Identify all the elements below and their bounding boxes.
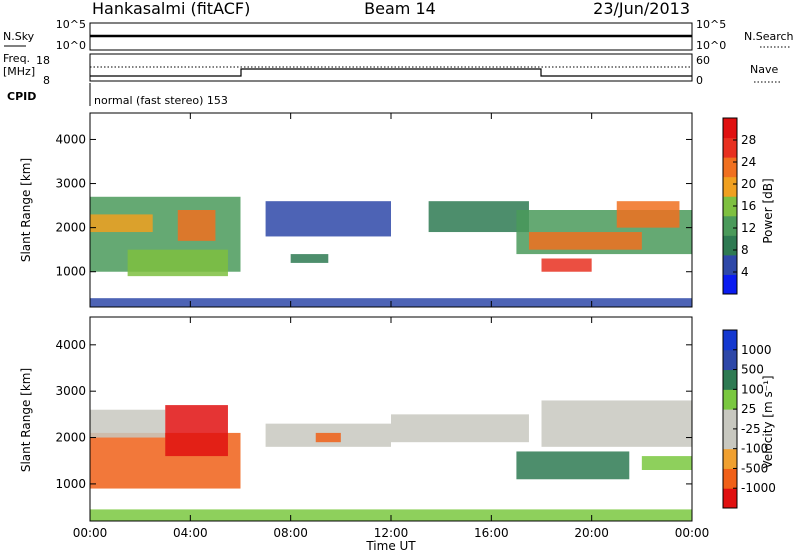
nsearch-tick-top: 10^5 [696, 18, 726, 31]
velocity-colorbar-tick-label-3: 25 [741, 402, 756, 416]
power-region-6 [428, 201, 529, 233]
velocity-colorbar-tick-label-2: 100 [741, 382, 764, 396]
velocity-colorbar-band-6 [723, 369, 737, 390]
power-colorbar-tick-label-1: 8 [741, 243, 749, 257]
velocity-heatmap [90, 400, 692, 521]
date-title: 23/Jun/2013 [593, 0, 690, 18]
velocity-colorbar-band-8 [723, 330, 737, 351]
xtick-label-1: 04:00 [173, 526, 208, 540]
nsky-tick-bottom: 10^0 [56, 39, 86, 52]
power-colorbar: 4 8 12 16 20 24 28 [722, 117, 756, 295]
xtick-label-4: 16:00 [474, 526, 509, 540]
xtick-label-0: 00:00 [73, 526, 108, 540]
velocity-region-4 [315, 432, 341, 443]
power-colorbar-tick-label-0: 4 [741, 265, 749, 279]
power-ytick-label-3: 4000 [55, 132, 86, 146]
freq-label-2: [MHz] [3, 65, 35, 78]
power-y-axis: 1000 2000 3000 4000 [55, 132, 692, 279]
power-colorbar-tick-label-5: 24 [741, 155, 756, 169]
power-colorbar-label: Power [dB] [761, 178, 775, 243]
power-region-9 [541, 258, 592, 272]
cpid-text: normal (fast stereo) 153 [94, 94, 228, 107]
xtick-label-6: 00:00 [675, 526, 710, 540]
velocity-colorbar-frame [722, 329, 738, 509]
power-ytick-label-1: 2000 [55, 221, 86, 235]
velocity-colorbar-band-3 [723, 428, 737, 450]
velocity-region-8 [641, 456, 692, 470]
freq-tick-bottom: 8 [43, 74, 50, 87]
velocity-colorbar-tick-label-6: -500 [741, 461, 768, 475]
freq-tick-top: 18 [36, 54, 50, 67]
freq-trace [90, 68, 692, 77]
x-axis-label: Time UT [365, 539, 416, 553]
velocity-colorbar-band-1 [723, 468, 737, 489]
power-region-10 [616, 201, 680, 228]
power-region-1 [90, 214, 153, 233]
velocity-region-2 [165, 405, 228, 457]
nsearch-label: N.Search [744, 30, 794, 43]
power-colorbar-band-3 [723, 215, 737, 236]
velocity-colorbar-tick-label-1: 500 [741, 363, 764, 377]
station-title: Hankasalmi (fitACF) [92, 0, 250, 18]
xtick-label-3: 12:00 [374, 526, 409, 540]
power-colorbar-band-4 [723, 196, 737, 217]
velocity-region-6 [516, 451, 630, 480]
velocity-colorbar-tick-label-7: -1000 [741, 481, 776, 495]
power-region-5 [290, 254, 329, 263]
nsky-tick-top: 10^5 [56, 18, 86, 31]
power-colorbar-band-2 [723, 235, 737, 256]
velocity-ytick-label-3: 4000 [55, 338, 86, 352]
beam-title: Beam 14 [364, 0, 436, 18]
velocity-colorbar-tick-label-5: -100 [741, 442, 768, 456]
xtick-label-2: 08:00 [273, 526, 308, 540]
velocity-region-7 [541, 400, 692, 447]
velocity-colorbar-band-2 [723, 448, 737, 469]
velocity-ylabel: Slant Range [km] [19, 368, 33, 472]
nave-label: Nave [750, 63, 778, 76]
velocity-colorbar-band-0 [723, 488, 737, 509]
freq-label-1: Freq. [3, 52, 30, 65]
power-colorbar-tick-label-6: 28 [741, 133, 756, 147]
power-region-8 [528, 232, 642, 250]
nsearch-tick-bottom: 10^0 [696, 39, 726, 52]
power-region-3 [127, 249, 228, 277]
power-colorbar-band-0 [723, 274, 737, 295]
nave-tick-bottom: 0 [696, 74, 703, 87]
velocity-ytick-label-1: 2000 [55, 431, 86, 445]
power-colorbar-tick-label-2: 12 [741, 221, 756, 235]
power-ytick-label-2: 3000 [55, 177, 86, 191]
velocity-colorbar-tick-label-4: -25 [741, 422, 761, 436]
power-ylabel: Slant Range [km] [19, 158, 33, 262]
velocity-colorbar-band-5 [723, 389, 737, 410]
velocity-colorbar-band-4 [723, 409, 737, 430]
velocity-region-1 [90, 409, 166, 438]
power-colorbar-band-1 [723, 254, 737, 275]
velocity-y-axis: 1000 2000 3000 4000 [55, 338, 692, 491]
power-heatmap [90, 196, 692, 307]
velocity-ytick-label-2: 3000 [55, 384, 86, 398]
cpid-label: CPID [7, 90, 36, 103]
nave-tick-top: 60 [696, 54, 710, 67]
velocity-colorbar: 1000 500 100 25 -25 -100 -500 -1000 [722, 329, 776, 509]
xtick-label-5: 20:00 [574, 526, 609, 540]
power-region-2 [177, 210, 216, 241]
power-colorbar-tick-label-4: 20 [741, 177, 756, 191]
power-colorbar-band-6 [723, 157, 737, 178]
time-x-axis: 00:00 04:00 08:00 12:00 16:00 20:00 00:00 [73, 113, 710, 540]
power-region-4 [265, 201, 391, 237]
velocity-colorbar-tick-label-0: 1000 [741, 343, 772, 357]
power-ytick-label-0: 1000 [55, 265, 86, 279]
power-colorbar-band-7 [723, 137, 737, 158]
velocity-colorbar-label: Velocity [m s⁻¹] [761, 375, 775, 468]
power-colorbar-band-8 [723, 118, 737, 139]
power-colorbar-tick-label-3: 16 [741, 199, 756, 213]
nsky-label: N.Sky [3, 30, 35, 43]
velocity-ytick-label-0: 1000 [55, 477, 86, 491]
velocity-colorbar-band-7 [723, 349, 737, 371]
velocity-region-5 [391, 414, 529, 443]
power-colorbar-band-5 [723, 176, 737, 197]
